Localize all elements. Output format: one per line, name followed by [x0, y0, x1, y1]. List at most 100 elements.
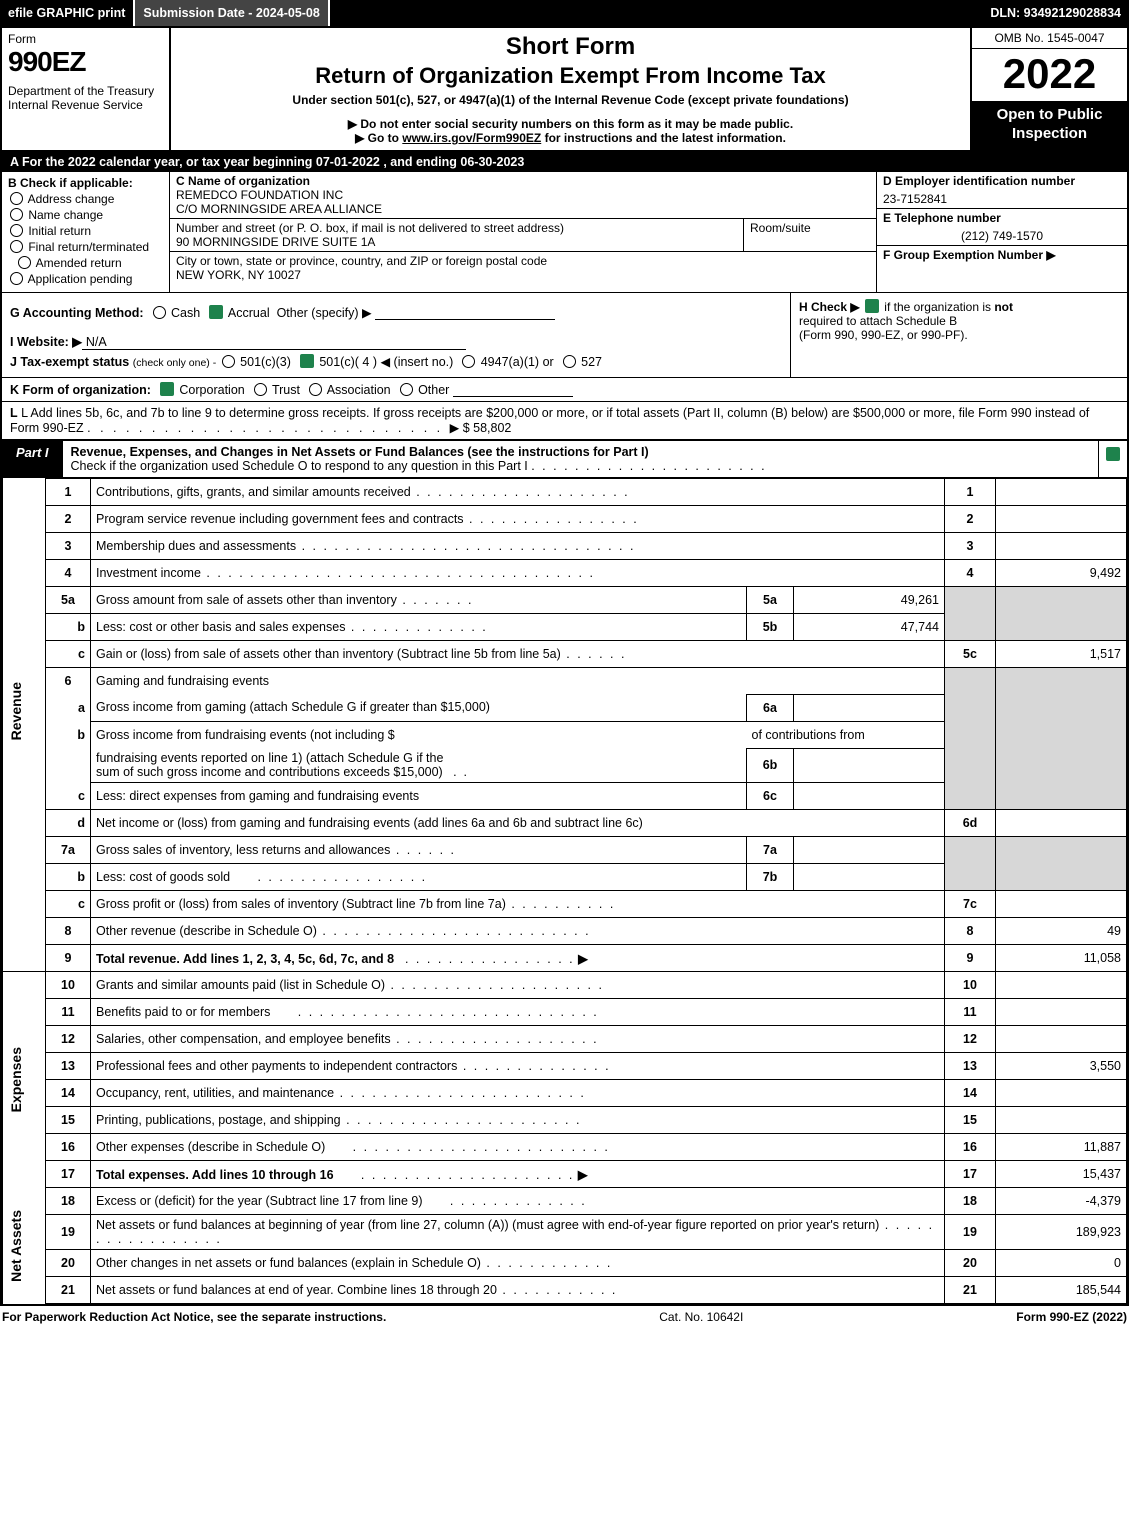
ln5b-greyamt: [996, 613, 1127, 640]
row-g: G Accounting Method: Cash Accrual Other …: [10, 305, 782, 320]
ln5c-ln: 5c: [945, 640, 996, 667]
radio-cash[interactable]: [153, 306, 166, 319]
short-form-label: Short Form: [179, 33, 962, 61]
dln-label: DLN: 93492129028834: [982, 0, 1129, 26]
chk-address-change[interactable]: [10, 192, 23, 205]
ssn-note: ▶ Do not enter social security numbers o…: [179, 117, 962, 131]
ln7a-grey: [945, 837, 996, 864]
ln21-desc: Net assets or fund balances at end of ye…: [96, 1283, 497, 1297]
ln6a-desc: Gross income from gaming (attach Schedul…: [96, 700, 490, 714]
chk-part1-schedO[interactable]: [1106, 447, 1120, 461]
ln7a-greyamt: [996, 837, 1127, 864]
city-hd: City or town, state or province, country…: [176, 254, 547, 268]
irs-link[interactable]: www.irs.gov/Form990EZ: [402, 131, 541, 145]
other-org-input[interactable]: [453, 382, 573, 397]
lbl-name-change: Name change: [28, 208, 103, 222]
radio-trust[interactable]: [254, 383, 267, 396]
chk-initial-return[interactable]: [10, 224, 23, 237]
h-line2: required to attach Schedule B: [799, 314, 957, 328]
radio-other-org[interactable]: [400, 383, 413, 396]
ln7a-num: 7a: [46, 837, 91, 864]
col-b: B Check if applicable: Address change Na…: [2, 172, 170, 292]
ln6b-num: b: [46, 721, 91, 748]
chk-accrual[interactable]: [209, 305, 223, 319]
ln20-num: 20: [46, 1250, 91, 1277]
ln10-ln: 10: [945, 972, 996, 999]
radio-527[interactable]: [563, 355, 576, 368]
e-hd: E Telephone number: [883, 211, 1001, 225]
ln12-ln: 12: [945, 1026, 996, 1053]
chk-application-pending[interactable]: [10, 272, 23, 285]
ln18-num: 18: [46, 1188, 91, 1215]
ln6c-greyamt: [996, 783, 1127, 810]
efile-print-btn[interactable]: efile GRAPHIC print: [0, 0, 135, 26]
ln6c-desc: Less: direct expenses from gaming and fu…: [96, 789, 419, 803]
radio-assoc[interactable]: [309, 383, 322, 396]
chk-corp[interactable]: [160, 382, 174, 396]
part1-title: Revenue, Expenses, and Changes in Net As…: [71, 445, 649, 459]
ln15-amt: [996, 1107, 1127, 1134]
ln7b-mln: 7b: [747, 864, 794, 891]
phone-value: (212) 749-1570: [877, 227, 1127, 246]
radio-4947[interactable]: [462, 355, 475, 368]
ein-value: 23-7152841: [877, 190, 1127, 209]
ln6d-desc: Net income or (loss) from gaming and fun…: [96, 816, 643, 830]
ln14-num: 14: [46, 1080, 91, 1107]
chk-h[interactable]: [865, 299, 879, 313]
ln6b2-grey: [945, 748, 996, 783]
chk-amended-return[interactable]: [18, 256, 31, 269]
header-right: OMB No. 1545-0047 2022 Open to Public In…: [970, 28, 1127, 150]
other-specify-input[interactable]: [375, 305, 555, 320]
ln4-desc: Investment income: [96, 566, 201, 580]
ln5a-num: 5a: [46, 586, 91, 613]
ln6b-mln: 6b: [747, 748, 794, 783]
f-hd: F Group Exemption Number ▶: [883, 248, 1056, 262]
h-not: not: [994, 300, 1013, 314]
lbl-application-pending: Application pending: [28, 272, 133, 286]
financial-table: Revenue 1 Contributions, gifts, grants, …: [2, 478, 1127, 1305]
lbl-other: Other (specify) ▶: [277, 306, 372, 320]
ln3-desc: Membership dues and assessments: [96, 539, 296, 553]
ln21-num: 21: [46, 1277, 91, 1304]
ln16-ln: 16: [945, 1134, 996, 1161]
ln8-amt: 49: [996, 918, 1127, 945]
part1-title-wrap: Revenue, Expenses, and Changes in Net As…: [63, 441, 1098, 477]
ln6-num: 6: [46, 667, 91, 694]
lbl-address-change: Address change: [28, 192, 115, 206]
ln8-num: 8: [46, 918, 91, 945]
ln13-amt: 3,550: [996, 1053, 1127, 1080]
ln6b2-greyamt: [996, 748, 1127, 783]
row-i: I Website: ▶N/A: [10, 334, 782, 350]
ln17-desc: Total expenses. Add lines 10 through 16: [96, 1168, 334, 1182]
radio-501c3[interactable]: [222, 355, 235, 368]
open-inspection-box: Open to Public Inspection: [972, 102, 1127, 150]
ln6b-mamt: [794, 748, 945, 783]
ln5b-mamt: 47,744: [794, 613, 945, 640]
ln15-num: 15: [46, 1107, 91, 1134]
chk-name-change[interactable]: [10, 208, 23, 221]
ln3-num: 3: [46, 532, 91, 559]
d-hd: D Employer identification number: [883, 174, 1075, 188]
ln17-ln: 17: [945, 1161, 996, 1188]
ln2-ln: 2: [945, 505, 996, 532]
ln10-num: 10: [46, 972, 91, 999]
ln19-amt: 189,923: [996, 1215, 1127, 1250]
c-name-hd: C Name of organization: [176, 174, 310, 188]
org-name-1: REMEDCO FOUNDATION INC: [176, 188, 343, 202]
ln7b-mamt: [794, 864, 945, 891]
footer-left: For Paperwork Reduction Act Notice, see …: [2, 1310, 386, 1324]
ln11-num: 11: [46, 999, 91, 1026]
ln6-grey: [945, 667, 996, 694]
lbl-initial-return: Initial return: [28, 224, 91, 238]
ln17-amt: 15,437: [996, 1161, 1127, 1188]
ln13-ln: 13: [945, 1053, 996, 1080]
ln8-desc: Other revenue (describe in Schedule O): [96, 924, 317, 938]
ln12-num: 12: [46, 1026, 91, 1053]
submission-date-btn[interactable]: Submission Date - 2024-05-08: [135, 0, 329, 26]
ln9-amt: 11,058: [996, 945, 1127, 972]
ln6-greyamt: [996, 667, 1127, 694]
chk-final-return[interactable]: [10, 240, 23, 253]
ln6a-grey: [945, 694, 996, 721]
lbl-501c3: 501(c)(3): [240, 355, 291, 369]
chk-501c[interactable]: [300, 354, 314, 368]
